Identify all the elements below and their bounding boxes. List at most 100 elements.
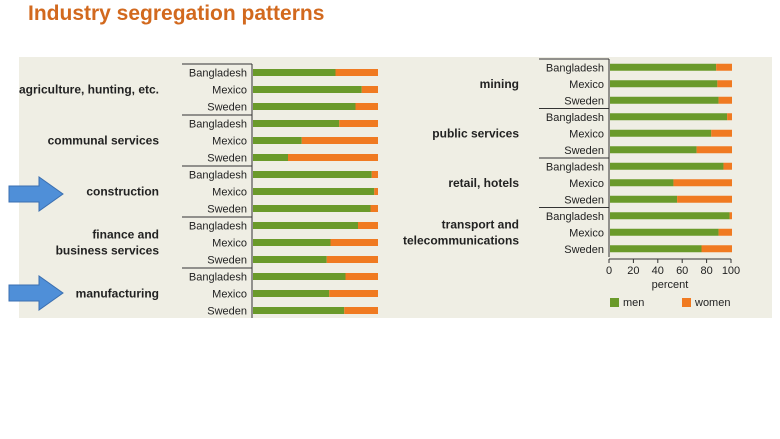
industry-chart: agriculture, hunting, etc. Bangladesh Mexi…	[19, 58, 740, 319]
bar-men-manufacturing-bangladesh	[253, 273, 346, 280]
bar-men-public-services-bangladesh	[610, 113, 728, 121]
tick-label-sweden: Sweden	[207, 204, 247, 216]
bar-women-mining-bangladesh	[716, 63, 732, 71]
bar-women-transport-and-telecommunications-mexico	[718, 228, 732, 236]
bar-women-communal-services-mexico	[301, 137, 378, 144]
highlight-arrow-construction-icon	[8, 176, 64, 212]
tick-label-bangladesh: Bangladesh	[189, 221, 247, 233]
bar-women-communal-services-bangladesh	[339, 120, 378, 127]
bar-women-public-services-sweden	[696, 146, 732, 154]
bar-women-mining-mexico	[717, 80, 732, 88]
tick-label-sweden: Sweden	[207, 306, 247, 318]
legend-swatch-men	[610, 298, 619, 307]
bar-women-agriculture-hunting-etc-mexico	[361, 86, 378, 93]
sector-label-retail-hotels: retail, hotels	[448, 176, 519, 190]
tick-label-sweden: Sweden	[207, 153, 247, 165]
tick-label-mexico: Mexico	[569, 128, 604, 140]
x-tick-label: 0	[606, 265, 612, 277]
bar-women-finance-and-business-services-bangladesh	[358, 222, 378, 229]
x-axis-label: percent	[652, 279, 689, 291]
tick-label-bangladesh: Bangladesh	[546, 211, 604, 223]
bar-men-finance-and-business-services-bangladesh	[253, 222, 358, 229]
bar-men-communal-services-mexico	[253, 137, 302, 144]
bar-women-finance-and-business-services-sweden	[326, 256, 378, 263]
tick-label-mexico: Mexico	[569, 178, 604, 190]
bar-men-agriculture-hunting-etc-mexico	[253, 86, 362, 93]
bar-women-finance-and-business-services-mexico	[330, 239, 378, 246]
bar-women-construction-sweden	[370, 205, 378, 212]
sector-label-public-services: public services	[432, 126, 519, 140]
bar-women-transport-and-telecommunications-sweden	[701, 245, 732, 253]
bar-men-retail-hotels-bangladesh	[610, 162, 724, 170]
bar-men-finance-and-business-services-mexico	[253, 239, 331, 246]
tick-label-mexico: Mexico	[212, 85, 247, 97]
bar-women-communal-services-sweden	[288, 154, 378, 161]
bar-men-retail-hotels-mexico	[610, 179, 674, 187]
bar-men-mining-sweden	[610, 96, 719, 104]
bar-women-manufacturing-sweden	[344, 307, 378, 314]
tick-label-mexico: Mexico	[212, 136, 247, 148]
x-tick-label: 60	[676, 265, 688, 277]
highlight-arrow-manufacturing-icon	[8, 275, 64, 311]
tick-label-bangladesh: Bangladesh	[546, 62, 604, 74]
bar-men-construction-mexico	[253, 188, 375, 195]
bar-women-retail-hotels-bangladesh	[723, 162, 732, 170]
sector-label-communal-services: communal services	[48, 134, 160, 148]
bar-men-transport-and-telecommunications-sweden	[610, 245, 702, 253]
bar-women-transport-and-telecommunications-bangladesh	[729, 212, 732, 220]
bar-men-communal-services-sweden	[253, 154, 288, 161]
sector-label-construction: construction	[86, 185, 159, 199]
bar-women-retail-hotels-sweden	[677, 195, 732, 203]
bar-men-mining-mexico	[610, 80, 718, 88]
bar-women-agriculture-hunting-etc-bangladesh	[335, 69, 378, 76]
tick-label-sweden: Sweden	[564, 244, 604, 256]
bar-men-finance-and-business-services-sweden	[253, 256, 327, 263]
sector-label-transport-and-telecommunications: transport and	[442, 217, 519, 231]
bar-men-construction-sweden	[253, 205, 371, 212]
tick-label-sweden: Sweden	[207, 102, 247, 114]
bar-women-manufacturing-mexico	[329, 290, 378, 297]
slide-title: Industry segregation patterns	[28, 2, 325, 25]
tick-label-mexico: Mexico	[212, 289, 247, 301]
x-tick-label: 80	[700, 265, 712, 277]
tick-label-sweden: Sweden	[564, 95, 604, 107]
bar-men-public-services-sweden	[610, 146, 697, 154]
tick-label-sweden: Sweden	[207, 255, 247, 267]
bar-women-mining-sweden	[718, 96, 732, 104]
tick-label-mexico: Mexico	[569, 227, 604, 239]
sector-label-agriculture-hunting-etc: agriculture, hunting, etc.	[19, 83, 159, 97]
sector-label-mining: mining	[480, 77, 519, 91]
bar-women-construction-bangladesh	[371, 171, 378, 178]
bar-men-public-services-mexico	[610, 129, 712, 137]
tick-label-mexico: Mexico	[212, 238, 247, 250]
bar-men-manufacturing-mexico	[253, 290, 330, 297]
bar-men-communal-services-bangladesh	[253, 120, 340, 127]
bar-women-retail-hotels-mexico	[673, 179, 732, 187]
sector-label-finance-and-business-services: finance and	[92, 228, 159, 242]
sector-label-manufacturing: manufacturing	[76, 287, 159, 301]
bar-men-agriculture-hunting-etc-bangladesh	[253, 69, 336, 76]
x-tick-label: 20	[627, 265, 639, 277]
bar-women-public-services-bangladesh	[727, 113, 732, 121]
bar-men-transport-and-telecommunications-bangladesh	[610, 212, 730, 220]
sector-label-finance-and-business-services: business services	[56, 244, 160, 258]
tick-label-bangladesh: Bangladesh	[546, 112, 604, 124]
legend-label-women: women	[694, 297, 730, 309]
x-tick-label: 40	[652, 265, 664, 277]
bar-men-retail-hotels-sweden	[610, 195, 678, 203]
legend-label-men: men	[623, 297, 644, 309]
bar-men-construction-bangladesh	[253, 171, 372, 178]
bar-men-agriculture-hunting-etc-sweden	[253, 103, 356, 110]
bar-women-construction-mexico	[374, 188, 378, 195]
tick-label-bangladesh: Bangladesh	[189, 68, 247, 80]
tick-label-bangladesh: Bangladesh	[189, 272, 247, 284]
bar-women-public-services-mexico	[711, 129, 732, 137]
tick-label-bangladesh: Bangladesh	[546, 161, 604, 173]
bar-men-manufacturing-sweden	[253, 307, 345, 314]
x-tick-label: 100	[722, 265, 740, 277]
sector-label-transport-and-telecommunications: telecommunications	[403, 233, 519, 247]
chart-panel: agriculture, hunting, etc. Bangladesh Mexi…	[19, 57, 772, 319]
bar-women-manufacturing-bangladesh	[345, 273, 378, 280]
tick-label-bangladesh: Bangladesh	[189, 119, 247, 131]
tick-label-bangladesh: Bangladesh	[189, 170, 247, 182]
